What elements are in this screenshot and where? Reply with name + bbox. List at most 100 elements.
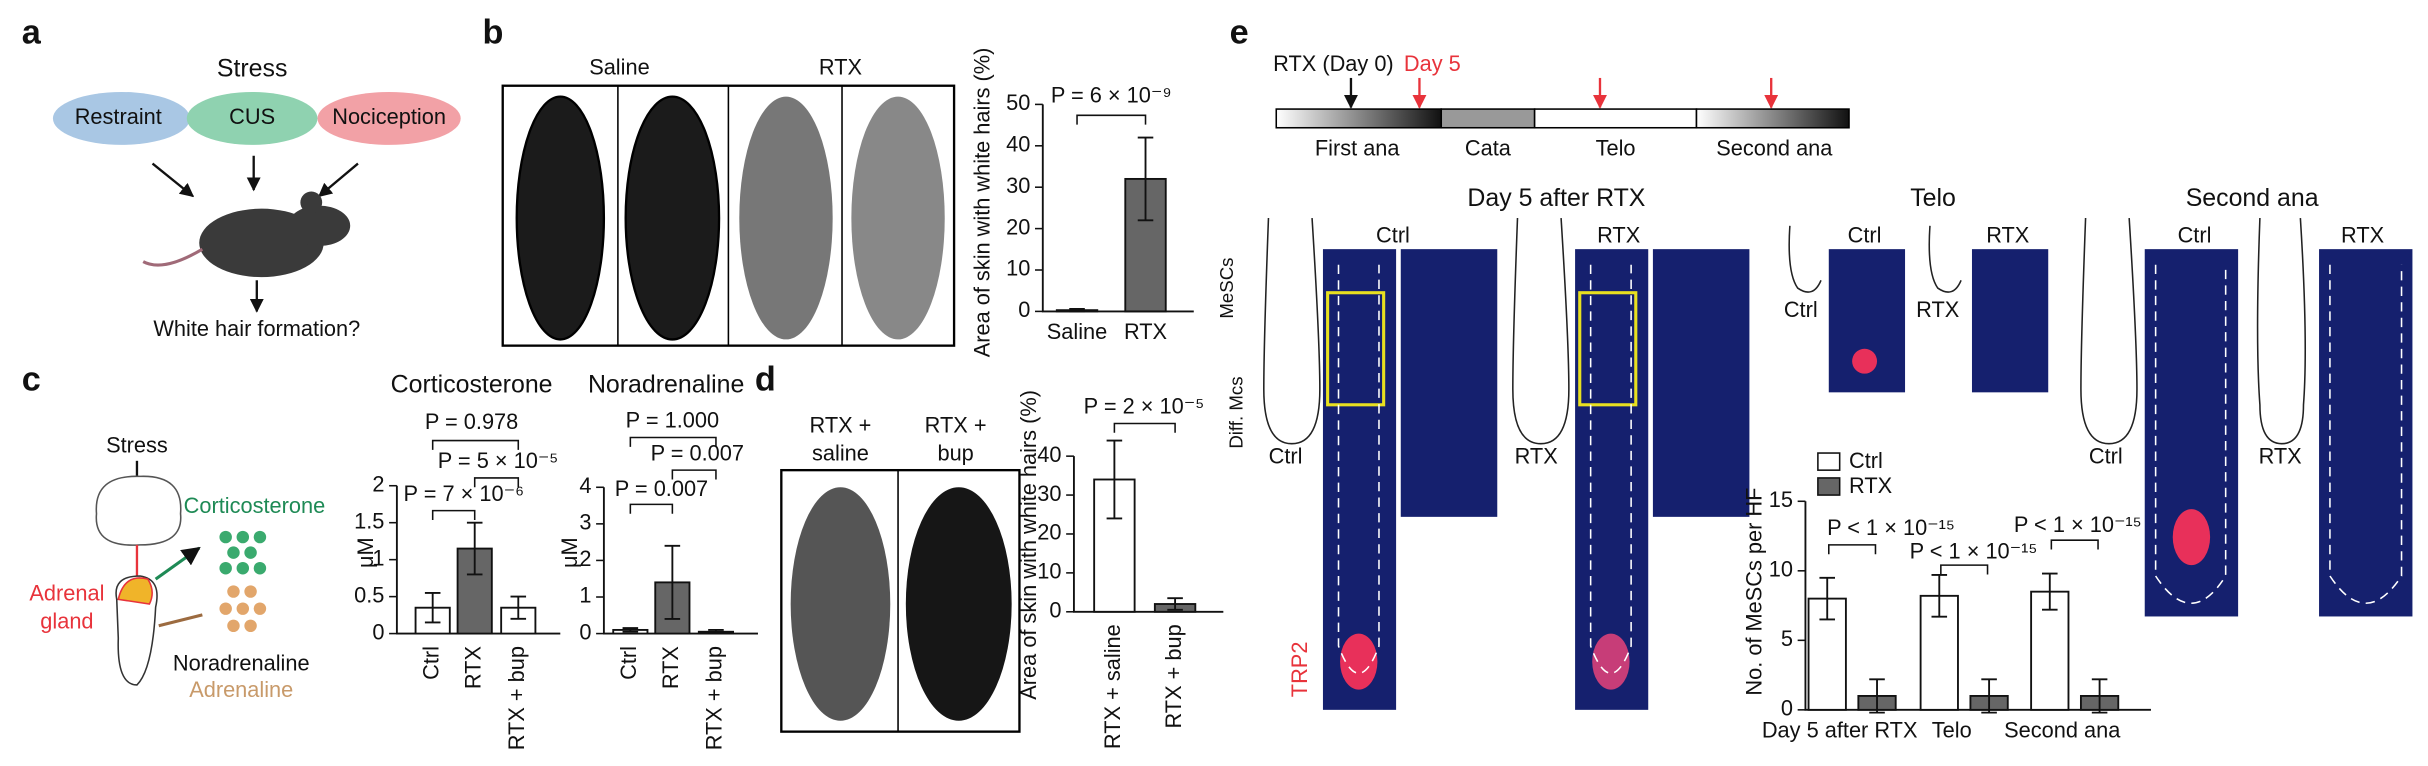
y-tick-label: 2: [372, 471, 384, 496]
timeline-segment: [1275, 108, 1443, 129]
bracket: [473, 477, 520, 488]
p-value: P = 7 × 10⁻⁶: [404, 481, 525, 506]
arrow: [154, 546, 201, 581]
y-tick-label: 30: [1037, 481, 1061, 506]
bracket: [1940, 564, 1989, 575]
stressor: CUS: [229, 104, 275, 129]
mouse-photo: [739, 96, 833, 340]
y-tick-label: 20: [1037, 520, 1061, 545]
y-axis-label: No. of MeSCs per HF: [1741, 488, 1766, 696]
bracket: [431, 439, 520, 450]
bar: [456, 547, 493, 635]
y-axis-label: Area of skin with white hairs (%): [969, 48, 994, 358]
bracket: [2050, 539, 2099, 550]
p-value: P = 6 × 10⁻⁹: [1051, 82, 1172, 107]
hormone-label: Corticosterone: [184, 493, 326, 518]
error-bar: [1819, 576, 1836, 621]
arrow: [151, 162, 195, 198]
region-label: MeSCs: [1216, 257, 1237, 318]
p-value: P = 0.007: [651, 440, 744, 465]
error-bar: [1981, 678, 1997, 714]
y-tick-label: 0: [1018, 297, 1030, 322]
error-bar: [510, 595, 527, 620]
y-tick-label: 0: [1049, 598, 1061, 623]
stressor: Restraint: [75, 104, 162, 129]
timeline-label: RTX (Day 0): [1273, 51, 1394, 76]
legend-swatch: [1817, 452, 1841, 471]
inset-box: [1578, 291, 1638, 407]
micrograph: [1971, 249, 2049, 393]
hormone-label: Noradrenaline: [173, 650, 310, 675]
y-tick-label: 30: [1006, 173, 1030, 198]
error-bar: [1106, 439, 1123, 520]
error-bar: [424, 591, 441, 624]
error-bar: [1869, 678, 1885, 714]
diagram-label: RTX: [1515, 443, 1559, 468]
y-tick-label: 10: [1769, 557, 1793, 582]
heading: Second ana: [2186, 184, 2319, 212]
image-label: Ctrl: [1376, 222, 1410, 247]
error-bar: [1931, 574, 1948, 618]
x-tick-label: Ctrl: [616, 646, 641, 680]
y-tick-label: 0: [1781, 696, 1793, 721]
heading: Telo: [1910, 184, 1956, 212]
axis: [1041, 104, 1194, 313]
stressor: Nociception: [332, 104, 446, 129]
panel-a: a Stress Restraint CUS Nociception White…: [22, 13, 461, 341]
error-bar: [2042, 572, 2058, 611]
x-tick-label: RTX + bup: [1161, 624, 1186, 728]
micrograph: [1400, 249, 1498, 517]
image-label: Ctrl: [1848, 222, 1882, 247]
image-label: RTX: [2341, 222, 2385, 247]
photo-label: bup: [937, 440, 973, 465]
photo-label: RTX +: [810, 412, 872, 437]
inset-box: [1326, 291, 1386, 407]
y-tick-label: 15: [1769, 487, 1793, 512]
question: White hair formation?: [153, 316, 360, 341]
x-tick-label: RTX: [1124, 319, 1168, 344]
trp2-signal: [1340, 633, 1378, 690]
micrograph: [2319, 249, 2413, 617]
region-label: Diff. Mcs: [1225, 376, 1246, 448]
trp2-signal: [1592, 633, 1630, 690]
y-tick-label: 0: [372, 619, 384, 644]
y-tick-label: 50: [1006, 90, 1030, 115]
chart-title: Noradrenaline: [588, 371, 744, 399]
bracket: [1828, 544, 1877, 555]
adrenal-label: Adrenal: [29, 580, 104, 605]
error-bar: [466, 521, 483, 576]
y-tick-label: 3: [579, 510, 591, 535]
x-tick-label: RTX + saline: [1100, 624, 1125, 749]
error-bar: [622, 627, 639, 633]
stressor-ellipse: [52, 91, 190, 145]
bracket: [1076, 114, 1147, 125]
timeline-segment: [1533, 108, 1698, 129]
y-axis-label: μM: [353, 537, 378, 568]
brain-icon: [95, 475, 182, 546]
arrow: [317, 162, 359, 198]
legend-label: RTX: [1849, 473, 1893, 498]
heading: Day 5 after RTX: [1467, 184, 1645, 212]
photo-label: saline: [812, 440, 869, 465]
x-tick-label: RTX + bup: [504, 646, 529, 750]
stressor-ellipse: [317, 91, 461, 145]
chart-title: Corticosterone: [391, 371, 553, 399]
diagram-label: Ctrl: [2089, 443, 2123, 468]
mouse-photo: [515, 95, 606, 341]
arrow: [158, 613, 203, 628]
y-tick-label: 10: [1006, 256, 1030, 281]
timeline-segment: [1440, 108, 1536, 129]
y-tick-label: 2: [579, 546, 591, 571]
y-axis-label: Area of skin with white hairs (%): [1016, 390, 1041, 700]
stain-label: TRP2: [1287, 642, 1312, 698]
x-tick-label: RTX: [658, 646, 683, 690]
bracket: [431, 509, 476, 520]
panel-label: b: [482, 13, 503, 51]
mouse-photo: [851, 96, 945, 340]
legend-swatch: [1817, 477, 1841, 496]
panel-d: d RTX + saline RTX + bup: [755, 360, 1021, 733]
mouse-photo: [624, 95, 721, 341]
diagram-label: RTX: [2259, 443, 2303, 468]
mouse-photo: [790, 487, 891, 721]
y-tick-label: 0.5: [354, 582, 384, 607]
